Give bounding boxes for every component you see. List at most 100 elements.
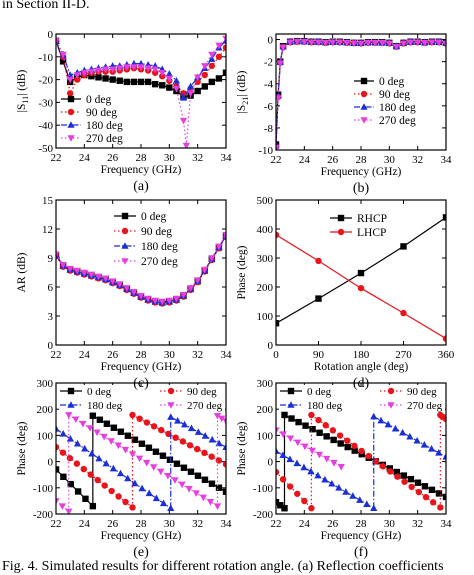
data-point bbox=[173, 460, 181, 467]
series-180-deg bbox=[276, 37, 446, 149]
data-point bbox=[213, 503, 222, 510]
data-point bbox=[122, 498, 129, 506]
data-point bbox=[330, 459, 338, 467]
y-tick-label: 300 bbox=[257, 253, 274, 265]
x-tick-label: 32 bbox=[192, 518, 203, 530]
y-tick-label: 0 bbox=[268, 340, 274, 352]
data-point bbox=[393, 468, 401, 476]
chart-panel-c: 22 24 26 28 30 32 34 0 3 6 9 12 15 Frequency (GHz) AR … bbox=[16, 195, 232, 391]
data-point bbox=[194, 472, 202, 479]
series-270-deg bbox=[56, 412, 226, 514]
data-point bbox=[109, 278, 117, 285]
data-point bbox=[378, 40, 386, 47]
data-point bbox=[294, 490, 301, 497]
legend-marker bbox=[67, 95, 75, 103]
data-point bbox=[107, 438, 115, 445]
data-point bbox=[131, 436, 139, 443]
data-point bbox=[294, 439, 302, 447]
panel-label: (e) bbox=[133, 545, 149, 560]
y-tick-label: 400 bbox=[257, 224, 274, 236]
legend-entry: 270 deg bbox=[61, 133, 123, 145]
x-tick-label: 24 bbox=[79, 518, 91, 530]
legend: RHCP LHCP bbox=[330, 213, 387, 239]
data-point bbox=[384, 420, 392, 428]
data-point bbox=[59, 58, 67, 65]
legend-marker bbox=[360, 117, 368, 124]
data-point bbox=[116, 469, 125, 477]
series-RHCP bbox=[276, 214, 446, 327]
caption-top: in Section II-D. bbox=[2, 0, 90, 12]
data-point bbox=[94, 67, 103, 75]
data-point bbox=[276, 427, 280, 434]
data-point bbox=[165, 430, 172, 438]
data-point bbox=[95, 454, 103, 462]
data-point bbox=[66, 265, 74, 273]
data-point bbox=[279, 44, 287, 52]
x-tick-label: 34 bbox=[221, 152, 233, 164]
y-tick-label: 200 bbox=[257, 404, 274, 416]
data-point bbox=[74, 76, 81, 83]
x-tick-label: 32 bbox=[412, 518, 423, 530]
data-point bbox=[87, 471, 94, 478]
data-point bbox=[151, 66, 159, 74]
legend-marker bbox=[167, 387, 175, 395]
data-point bbox=[276, 468, 280, 476]
x-tick-label: 22 bbox=[51, 349, 62, 361]
legend-label: 180 deg bbox=[87, 400, 123, 412]
data-point bbox=[279, 451, 287, 458]
data-point bbox=[222, 44, 226, 51]
series-line bbox=[276, 450, 375, 509]
legend: 0 deg 90 deg 180 deg 270 deg bbox=[279, 385, 445, 412]
data-point bbox=[67, 480, 74, 488]
x-tick-label: 34 bbox=[441, 518, 453, 530]
x-axis-label: Frequency (GHz) bbox=[101, 164, 182, 176]
series-270-deg bbox=[56, 232, 226, 306]
y-tick-label: 200 bbox=[257, 282, 274, 294]
data-point bbox=[399, 428, 407, 436]
data-point bbox=[208, 453, 215, 460]
data-point bbox=[442, 335, 446, 342]
data-point bbox=[377, 416, 385, 424]
y-axis-label: Phase (deg) bbox=[236, 421, 248, 475]
data-point bbox=[213, 412, 222, 420]
legend-entry: LHCP bbox=[330, 227, 386, 239]
data-point bbox=[392, 43, 401, 51]
x-tick-label: 26 bbox=[107, 518, 119, 530]
data-point bbox=[442, 453, 446, 460]
data-point bbox=[222, 35, 226, 43]
legend-entry: 90 deg bbox=[114, 226, 172, 238]
data-point bbox=[157, 468, 165, 476]
x-tick-label: 0 bbox=[273, 349, 279, 361]
data-point bbox=[159, 82, 166, 89]
data-point bbox=[343, 40, 351, 47]
data-point bbox=[442, 415, 446, 423]
y-axis-label: |S21| (dB) bbox=[236, 70, 250, 113]
series-line bbox=[373, 416, 446, 458]
data-point bbox=[401, 478, 408, 485]
data-point bbox=[408, 483, 415, 491]
plot-frame bbox=[55, 199, 227, 346]
data-point bbox=[159, 452, 167, 459]
data-point bbox=[158, 426, 165, 434]
legend-label: 90 deg bbox=[187, 386, 217, 398]
data-point bbox=[151, 297, 159, 305]
data-point bbox=[186, 442, 194, 449]
data-point bbox=[117, 428, 125, 435]
data-point bbox=[116, 281, 124, 288]
data-point bbox=[56, 425, 60, 432]
data-point bbox=[65, 412, 73, 419]
data-point bbox=[180, 464, 188, 471]
data-point bbox=[194, 74, 202, 82]
data-point bbox=[435, 490, 443, 497]
data-point bbox=[66, 90, 74, 97]
x-axis-label: Frequency (GHz) bbox=[101, 361, 182, 373]
data-point bbox=[167, 413, 175, 420]
y-tick-label: 0 bbox=[48, 457, 54, 469]
data-point bbox=[323, 433, 330, 440]
data-point bbox=[400, 243, 407, 250]
data-point bbox=[276, 60, 284, 68]
data-point bbox=[171, 477, 179, 484]
data-point bbox=[100, 433, 108, 441]
data-point bbox=[194, 445, 201, 453]
data-point bbox=[421, 483, 429, 490]
